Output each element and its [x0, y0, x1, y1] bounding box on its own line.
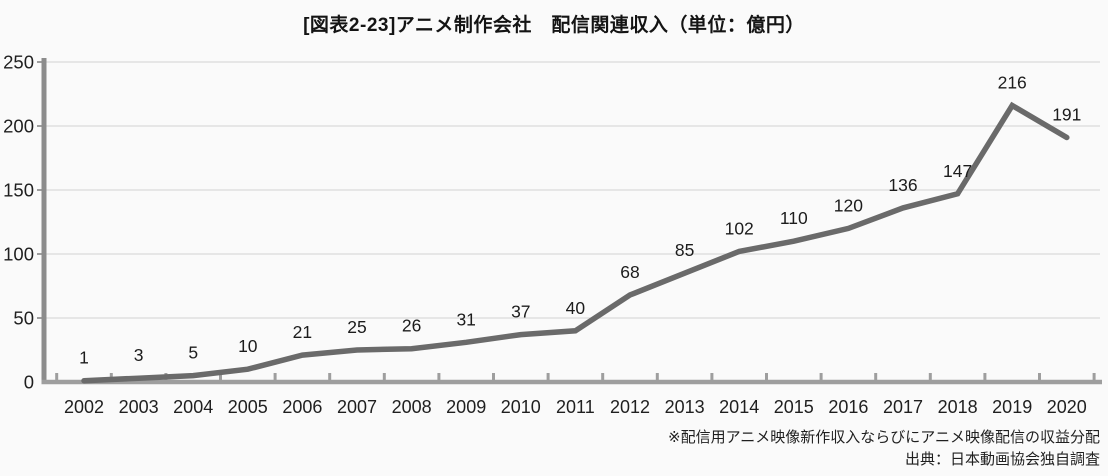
x-tick-label: 2020 — [1047, 397, 1087, 417]
x-tick-label: 2006 — [282, 397, 322, 417]
x-tick-label: 2012 — [610, 397, 650, 417]
y-tick-label: 50 — [13, 308, 34, 329]
data-label: 85 — [675, 240, 694, 260]
data-label: 31 — [456, 309, 475, 329]
y-tick-label: 150 — [3, 180, 34, 201]
data-label: 1 — [79, 348, 89, 368]
source-text: 出典：日本動画協会独自調査 — [904, 451, 1100, 468]
footnote-text: ※配信用アニメ映像新作収入ならびにアニメ映像配信の収益分配 — [668, 429, 1100, 446]
y-tick-label: 0 — [24, 372, 34, 393]
data-label: 40 — [566, 298, 586, 318]
y-tick-label: 100 — [3, 244, 34, 265]
data-label: 136 — [888, 175, 917, 195]
x-tick-label: 2004 — [173, 397, 213, 417]
x-tick-label: 2008 — [392, 397, 432, 417]
series-line — [81, 101, 1070, 384]
data-label: 21 — [293, 322, 312, 342]
data-label: 68 — [620, 262, 639, 282]
footnotes: ※配信用アニメ映像新作収入ならびにアニメ映像配信の収益分配 出典：日本動画協会独… — [668, 427, 1100, 471]
x-tick-label: 2010 — [501, 397, 541, 417]
data-label: 102 — [725, 218, 754, 238]
data-label: 110 — [780, 208, 808, 228]
data-label: 191 — [1052, 105, 1081, 125]
x-tick-label: 2017 — [883, 397, 923, 417]
x-tick-label: 2019 — [992, 397, 1032, 417]
data-label: 37 — [511, 302, 530, 322]
y-tick-label: 250 — [3, 52, 34, 73]
x-tick-label: 2018 — [938, 397, 978, 417]
data-label: 25 — [347, 317, 366, 337]
x-tick-label: 2009 — [446, 397, 486, 417]
x-tick-label: 2016 — [828, 397, 868, 417]
data-label: 26 — [402, 316, 421, 336]
data-label: 10 — [238, 336, 258, 356]
x-tick-label: 2013 — [665, 397, 705, 417]
x-tick-label: 2005 — [228, 397, 268, 417]
data-label: 5 — [188, 343, 198, 363]
x-tick-label: 2007 — [337, 397, 377, 417]
data-label: 147 — [943, 161, 972, 181]
chart-title: [図表2-23]アニメ制作会社 配信関連収入（単位：億円） — [303, 15, 805, 36]
x-tick-label: 2003 — [119, 397, 159, 417]
data-label: 216 — [998, 73, 1027, 93]
data-label: 3 — [134, 345, 144, 365]
x-tick-label: 2011 — [556, 397, 595, 417]
x-tick-label: 2014 — [719, 397, 759, 417]
x-tick-label: 2015 — [774, 397, 814, 417]
data-label: 120 — [834, 195, 863, 215]
y-tick-label: 200 — [3, 116, 34, 137]
x-tick-label: 2002 — [64, 397, 104, 417]
